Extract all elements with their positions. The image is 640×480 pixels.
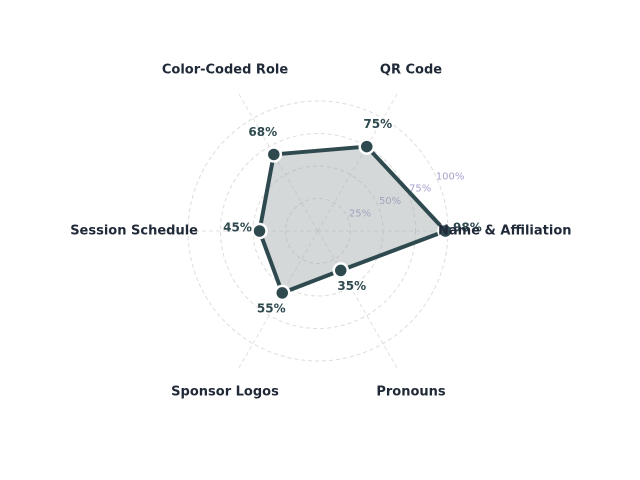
radar-point <box>251 222 268 240</box>
category-label: Session Schedule <box>70 224 198 239</box>
radar-area <box>257 144 448 295</box>
value-label: 75% <box>363 117 392 131</box>
radar-point <box>358 138 375 155</box>
category-label: QR Code <box>380 62 442 77</box>
grid-circle <box>220 133 416 329</box>
value-label: 55% <box>257 301 286 315</box>
value-label: 45% <box>223 221 252 235</box>
axis-line <box>238 93 319 232</box>
category-label: Name & Affiliation <box>438 224 572 239</box>
r-tick-label: 75% <box>409 184 431 195</box>
r-tick-label: 25% <box>349 209 371 220</box>
radar-point <box>437 222 454 240</box>
category-label: Color-Coded Role <box>162 62 288 77</box>
category-label: Pronouns <box>376 385 446 400</box>
r-tick-label: 100% <box>436 171 465 182</box>
axis-line <box>317 230 398 369</box>
axis-line <box>317 93 398 232</box>
r-tick-label: 50% <box>379 196 401 207</box>
radar-point <box>332 262 349 279</box>
category-label: Sponsor Logos <box>171 385 279 400</box>
value-label: 68% <box>248 125 277 139</box>
grid-circle <box>285 198 351 264</box>
radar-point <box>274 284 291 302</box>
value-label: 35% <box>337 279 366 293</box>
radar-point <box>265 146 283 163</box>
value-label: 98% <box>453 221 482 235</box>
